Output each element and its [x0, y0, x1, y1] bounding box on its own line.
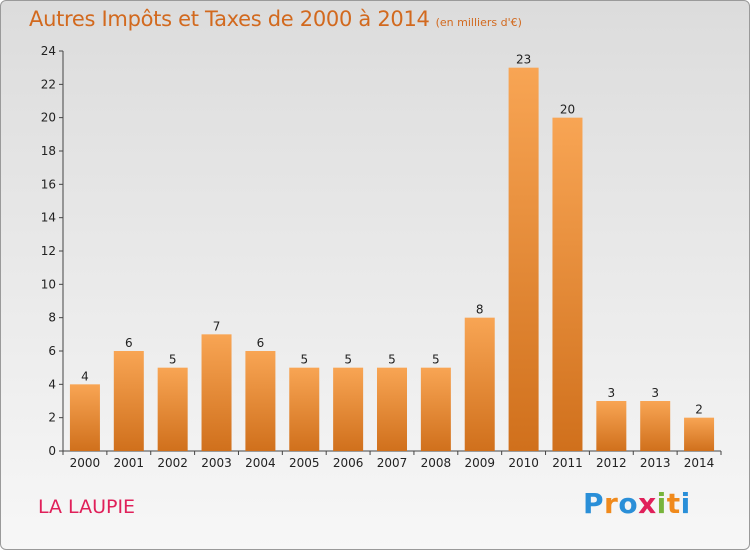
y-tick-label: 2	[48, 411, 56, 425]
bar-value-label: 5	[169, 353, 177, 367]
bar	[289, 367, 320, 451]
bar	[420, 367, 451, 451]
location-label: LA LAUPIE	[38, 496, 136, 518]
bar	[596, 401, 627, 451]
x-tick-label: 2003	[201, 456, 232, 470]
x-tick-label: 2008	[421, 456, 452, 470]
y-tick-label: 14	[41, 211, 56, 225]
y-tick-label: 6	[48, 344, 56, 358]
bar	[245, 351, 276, 451]
y-tick-label: 10	[41, 277, 56, 291]
bar-value-label: 2	[695, 403, 703, 417]
bar-value-label: 5	[432, 353, 440, 367]
x-tick-label: 2014	[684, 456, 715, 470]
bar	[69, 384, 100, 451]
y-tick-label: 12	[41, 244, 56, 258]
logo-letter: t	[666, 487, 681, 520]
bar	[640, 401, 671, 451]
chart-title-row: Autres Impôts et Taxes de 2000 à 2014 (en…	[29, 7, 522, 31]
x-tick-label: 2010	[508, 456, 539, 470]
x-tick-label: 2013	[640, 456, 671, 470]
bar	[113, 351, 144, 451]
bar-value-label: 5	[344, 353, 352, 367]
x-tick-label: 2012	[596, 456, 627, 470]
logo-letter: x	[638, 487, 657, 520]
chart-title: Autres Impôts et Taxes de 2000 à 2014	[29, 7, 430, 31]
bar-value-label: 3	[608, 386, 616, 400]
bar-value-label: 8	[476, 303, 484, 317]
x-tick-label: 2004	[245, 456, 276, 470]
bar-value-label: 6	[257, 336, 265, 350]
x-tick-label: 2005	[289, 456, 320, 470]
chart-unit-subtitle: (en milliers d'€)	[435, 16, 522, 29]
y-tick-label: 20	[41, 111, 56, 125]
bar-value-label: 20	[560, 103, 575, 117]
logo-letter: P	[583, 487, 605, 520]
y-tick-label: 16	[41, 177, 56, 191]
x-tick-label: 2000	[70, 456, 101, 470]
y-tick-label: 8	[48, 311, 56, 325]
logo-letter: o	[618, 487, 639, 520]
bar	[201, 334, 232, 451]
y-tick-label: 22	[41, 77, 56, 91]
bar-value-label: 6	[125, 336, 133, 350]
logo-letter: r	[604, 487, 619, 520]
y-tick-label: 18	[41, 144, 56, 158]
y-tick-label: 24	[41, 44, 56, 58]
bar	[552, 117, 583, 452]
bar	[157, 367, 188, 451]
x-tick-label: 2001	[114, 456, 145, 470]
bar	[464, 317, 495, 451]
logo-letter: i	[656, 487, 667, 520]
bar-value-label: 5	[300, 353, 308, 367]
x-tick-label: 2006	[333, 456, 364, 470]
x-tick-label: 2009	[464, 456, 495, 470]
bar-value-label: 23	[516, 53, 531, 67]
bar	[684, 417, 715, 451]
bar	[333, 367, 364, 451]
proxiti-logo: Proxiti	[583, 487, 691, 520]
bar-value-label: 5	[388, 353, 396, 367]
x-tick-label: 2011	[552, 456, 583, 470]
y-tick-label: 4	[48, 377, 56, 391]
bar-value-label: 7	[213, 319, 221, 333]
y-tick-label: 0	[48, 444, 56, 458]
x-tick-label: 2007	[377, 456, 408, 470]
bar	[377, 367, 407, 451]
logo-letter: i	[680, 487, 691, 520]
bar-value-label: 3	[651, 386, 659, 400]
bar-value-label: 4	[81, 369, 89, 383]
bar	[508, 67, 539, 452]
x-tick-label: 2002	[157, 456, 188, 470]
